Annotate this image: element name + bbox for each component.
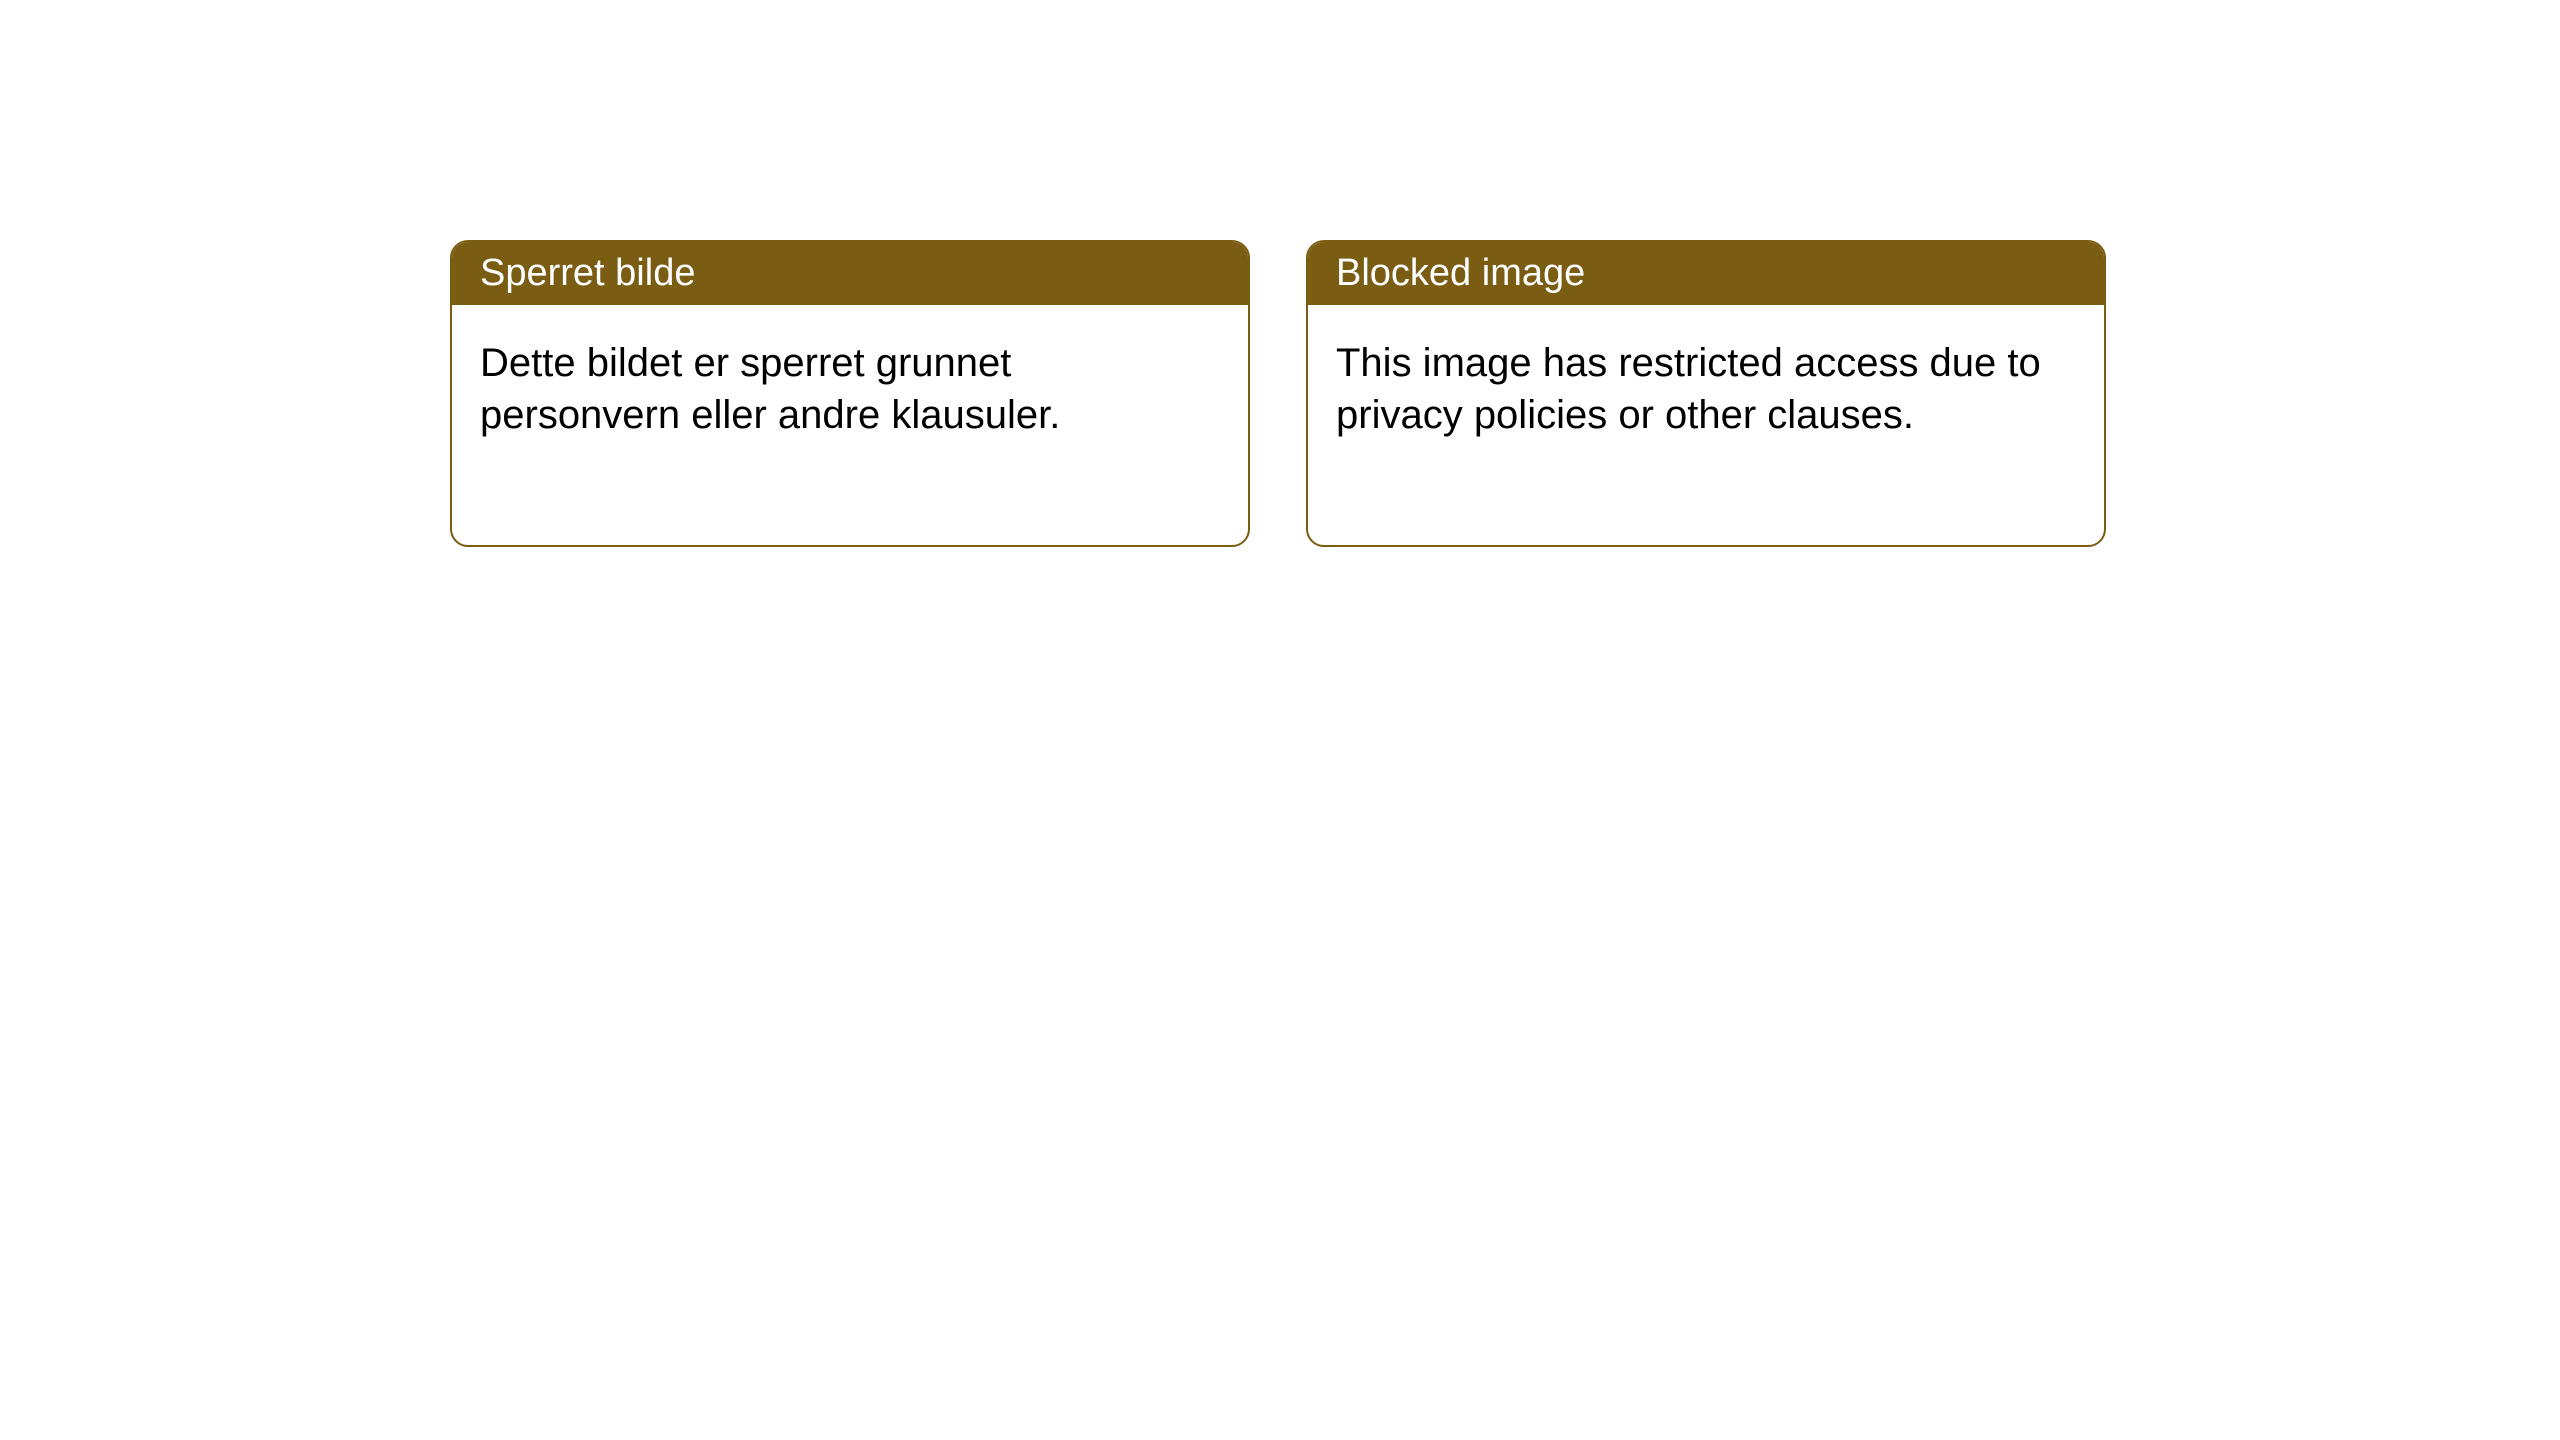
notice-card-norwegian: Sperret bilde Dette bildet er sperret gr…: [450, 240, 1250, 547]
notice-title: Sperret bilde: [480, 252, 695, 294]
notice-header: Blocked image: [1308, 242, 2104, 305]
notice-body-text: Dette bildet er sperret grunnet personve…: [480, 341, 1060, 437]
notice-header: Sperret bilde: [452, 242, 1248, 305]
notice-card-english: Blocked image This image has restricted …: [1306, 240, 2106, 547]
notice-title: Blocked image: [1336, 252, 1585, 294]
notice-body: This image has restricted access due to …: [1308, 305, 2104, 545]
notice-body: Dette bildet er sperret grunnet personve…: [452, 305, 1248, 545]
notice-body-text: This image has restricted access due to …: [1336, 341, 2041, 437]
notice-container: Sperret bilde Dette bildet er sperret gr…: [450, 240, 2106, 547]
